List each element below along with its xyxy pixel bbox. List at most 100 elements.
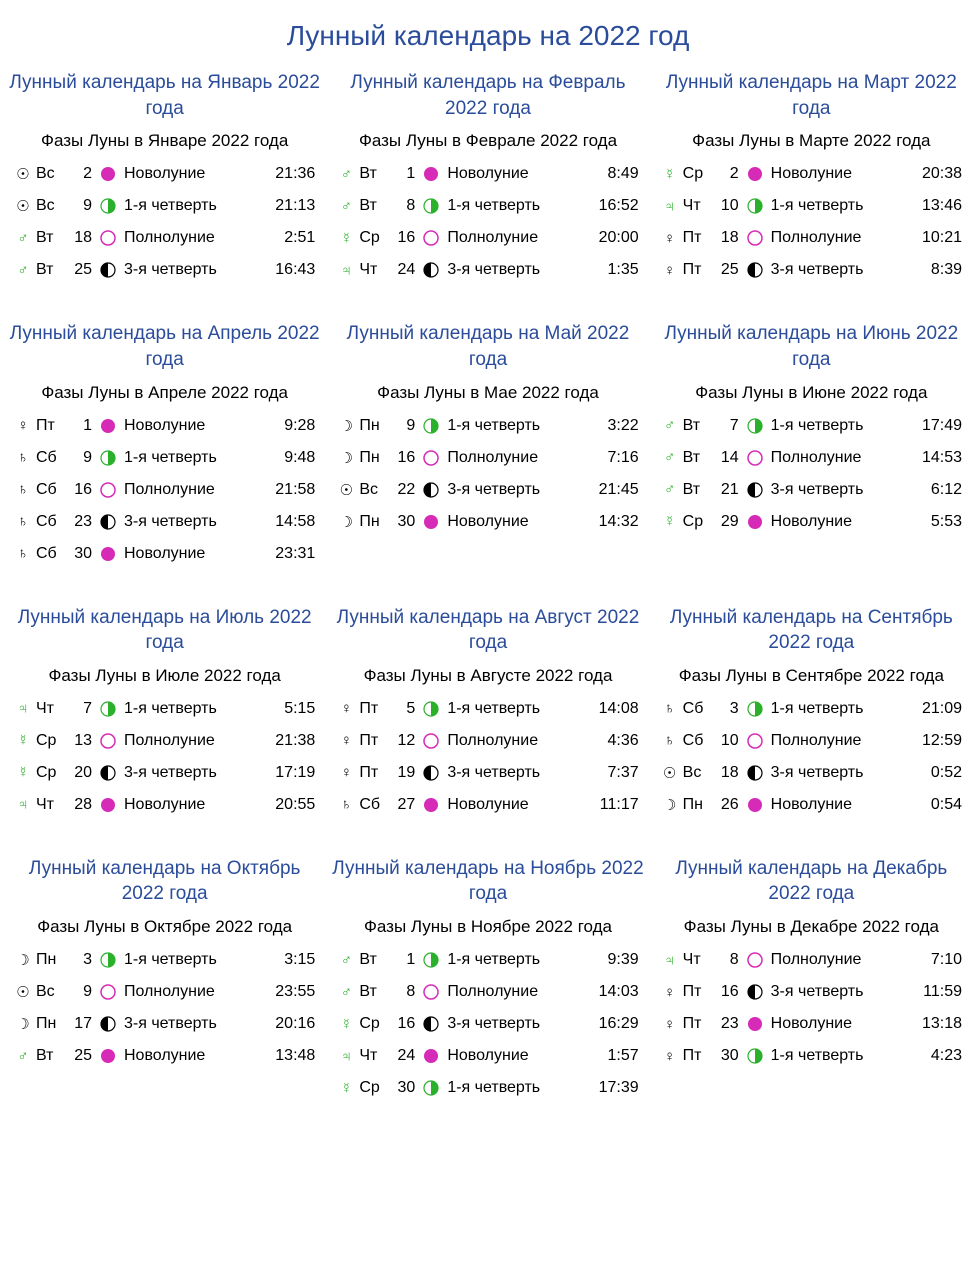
- phase-row[interactable]: ☿Ср16Полнолуние20:00: [337, 227, 638, 249]
- phase-row[interactable]: ☿Ср163-я четверть16:29: [337, 1013, 638, 1035]
- phase-row[interactable]: ☉Вс9Полнолуние23:55: [14, 981, 315, 1003]
- phase-row[interactable]: ♄Сб10Полнолуние12:59: [661, 730, 962, 752]
- month-title-link[interactable]: Лунный календарь на Январь 2022 года: [8, 70, 321, 121]
- planet-icon: ♃: [661, 198, 679, 215]
- phase-time: 17:49: [910, 417, 962, 435]
- month-title-link[interactable]: Лунный календарь на Апрель 2022 года: [8, 321, 321, 372]
- phase-label: Полнолуние: [771, 449, 910, 467]
- month-title-link[interactable]: Лунный календарь на Ноябрь 2022 года: [331, 856, 644, 907]
- month-title-link[interactable]: Лунный календарь на Февраль 2022 года: [331, 70, 644, 121]
- planet-icon: ♄: [337, 796, 355, 813]
- phase-row[interactable]: ☿Ср13Полнолуние21:38: [14, 730, 315, 752]
- phase-time: 16:43: [263, 261, 315, 279]
- phase-row[interactable]: ♂Вт71-я четверть17:49: [661, 415, 962, 437]
- moon-phase-icon: [747, 450, 763, 466]
- day-number: 27: [389, 796, 415, 814]
- day-number: 28: [66, 796, 92, 814]
- day-number: 26: [713, 796, 739, 814]
- phase-row[interactable]: ♄Сб31-я четверть21:09: [661, 698, 962, 720]
- phase-row[interactable]: ☿Ср2Новолуние20:38: [661, 163, 962, 185]
- planet-icon: ♄: [14, 481, 32, 498]
- phase-row[interactable]: ☽Пн26Новолуние0:54: [661, 794, 962, 816]
- month-title-link[interactable]: Лунный календарь на Октябрь 2022 года: [8, 856, 321, 907]
- phase-row[interactable]: ☽Пн173-я четверть20:16: [14, 1013, 315, 1035]
- phase-row[interactable]: ♃Чт24Новолуние1:57: [337, 1045, 638, 1067]
- day-number: 18: [66, 229, 92, 247]
- weekday-label: Сб: [36, 481, 66, 499]
- phase-row[interactable]: ♃Чт71-я четверть5:15: [14, 698, 315, 720]
- phase-row[interactable]: ♃Чт243-я четверть1:35: [337, 259, 638, 281]
- phase-row[interactable]: ♂Вт11-я четверть9:39: [337, 949, 638, 971]
- moon-phase-icon: [100, 733, 116, 749]
- weekday-label: Ср: [683, 165, 713, 183]
- phase-time: 1:35: [587, 261, 639, 279]
- phase-row[interactable]: ♀Пт253-я четверть8:39: [661, 259, 962, 281]
- phase-row[interactable]: ☿Ср29Новолуние5:53: [661, 511, 962, 533]
- phases-subtitle: Фазы Луны в Апреле 2022 года: [8, 383, 321, 403]
- phase-row[interactable]: ♀Пт301-я четверть4:23: [661, 1045, 962, 1067]
- phase-row[interactable]: ♂Вт25Новолуние13:48: [14, 1045, 315, 1067]
- phase-row[interactable]: ♄Сб16Полнолуние21:58: [14, 479, 315, 501]
- phase-row[interactable]: ♂Вт14Полнолуние14:53: [661, 447, 962, 469]
- phase-label: Полнолуние: [124, 229, 263, 247]
- phase-row[interactable]: ♂Вт1Новолуние8:49: [337, 163, 638, 185]
- phase-time: 14:32: [587, 513, 639, 531]
- phase-row[interactable]: ♂Вт18Полнолуние2:51: [14, 227, 315, 249]
- phase-row[interactable]: ♀Пт193-я четверть7:37: [337, 762, 638, 784]
- planet-icon: ♀: [337, 764, 355, 781]
- moon-phase-icon: [423, 482, 439, 498]
- phase-row[interactable]: ☉Вс91-я четверть21:13: [14, 195, 315, 217]
- phase-row[interactable]: ♃Чт8Полнолуние7:10: [661, 949, 962, 971]
- phase-row[interactable]: ♄Сб27Новолуние11:17: [337, 794, 638, 816]
- phase-label: 3-я четверть: [771, 261, 910, 279]
- planet-icon: ♄: [661, 732, 679, 749]
- phase-row[interactable]: ♀Пт12Полнолуние4:36: [337, 730, 638, 752]
- phase-row[interactable]: ♀Пт23Новолуние13:18: [661, 1013, 962, 1035]
- phase-row[interactable]: ☽Пн31-я четверть3:15: [14, 949, 315, 971]
- moon-phase-icon: [423, 450, 439, 466]
- day-number: 16: [389, 449, 415, 467]
- weekday-label: Вт: [683, 481, 713, 499]
- phase-row[interactable]: ♂Вт8Полнолуние14:03: [337, 981, 638, 1003]
- phase-label: 3-я четверть: [124, 261, 263, 279]
- phase-row[interactable]: ♀Пт18Полнолуние10:21: [661, 227, 962, 249]
- phase-row[interactable]: ☉Вс223-я четверть21:45: [337, 479, 638, 501]
- phase-row[interactable]: ♃Чт28Новолуние20:55: [14, 794, 315, 816]
- month-title-link[interactable]: Лунный календарь на Июнь 2022 года: [655, 321, 968, 372]
- phase-row[interactable]: ☽Пн16Полнолуние7:16: [337, 447, 638, 469]
- phase-row[interactable]: ☿Ср301-я четверть17:39: [337, 1077, 638, 1099]
- weekday-label: Чт: [359, 1047, 389, 1065]
- phase-row[interactable]: ☉Вс183-я четверть0:52: [661, 762, 962, 784]
- phase-row[interactable]: ♄Сб233-я четверть14:58: [14, 511, 315, 533]
- phase-time: 3:22: [587, 417, 639, 435]
- phase-row[interactable]: ♀Пт51-я четверть14:08: [337, 698, 638, 720]
- phase-row[interactable]: ♂Вт81-я четверть16:52: [337, 195, 638, 217]
- phase-row[interactable]: ♀Пт1Новолуние9:28: [14, 415, 315, 437]
- phase-time: 23:55: [263, 983, 315, 1001]
- phase-row[interactable]: ☉Вс2Новолуние21:36: [14, 163, 315, 185]
- phase-row[interactable]: ♃Чт101-я четверть13:46: [661, 195, 962, 217]
- phase-label: Полнолуние: [124, 481, 263, 499]
- weekday-label: Чт: [683, 197, 713, 215]
- phase-row[interactable]: ☽Пн30Новолуние14:32: [337, 511, 638, 533]
- phase-row[interactable]: ♂Вт213-я четверть6:12: [661, 479, 962, 501]
- month-title-link[interactable]: Лунный календарь на Июль 2022 года: [8, 605, 321, 656]
- day-number: 21: [713, 481, 739, 499]
- phase-row[interactable]: ♄Сб91-я четверть9:48: [14, 447, 315, 469]
- month-title-link[interactable]: Лунный календарь на Март 2022 года: [655, 70, 968, 121]
- phase-row[interactable]: ♀Пт163-я четверть11:59: [661, 981, 962, 1003]
- phase-rows: ♃Чт71-я четверть5:15 ☿Ср13Полнолуние21:38…: [8, 698, 321, 816]
- phase-time: 8:49: [587, 165, 639, 183]
- phase-row[interactable]: ♂Вт253-я четверть16:43: [14, 259, 315, 281]
- weekday-label: Пт: [683, 261, 713, 279]
- phase-row[interactable]: ♄Сб30Новолуние23:31: [14, 543, 315, 565]
- phase-row[interactable]: ☽Пн91-я четверть3:22: [337, 415, 638, 437]
- month-title-link[interactable]: Лунный календарь на Сентябрь 2022 года: [655, 605, 968, 656]
- month-title-link[interactable]: Лунный календарь на Август 2022 года: [331, 605, 644, 656]
- month-title-link[interactable]: Лунный календарь на Декабрь 2022 года: [655, 856, 968, 907]
- phase-row[interactable]: ☿Ср203-я четверть17:19: [14, 762, 315, 784]
- day-number: 3: [713, 700, 739, 718]
- month-title-link[interactable]: Лунный календарь на Май 2022 года: [331, 321, 644, 372]
- moon-phase-icon: [423, 230, 439, 246]
- phase-label: Полнолуние: [447, 983, 586, 1001]
